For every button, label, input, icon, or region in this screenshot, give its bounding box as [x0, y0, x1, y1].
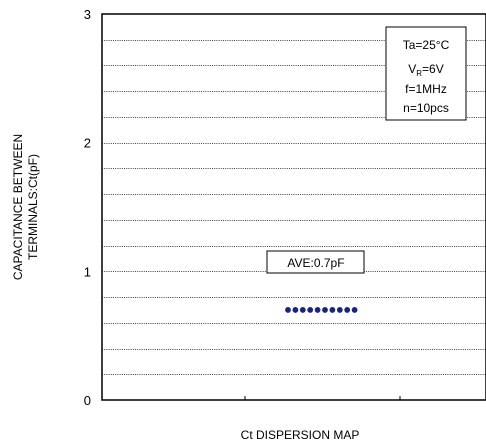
data-point — [344, 307, 351, 313]
data-point — [285, 307, 291, 313]
y-axis-title-line-2: TERMINALS:Ct(pF) — [26, 154, 40, 260]
data-points — [285, 307, 358, 313]
average-annotation: AVE:0.7pF — [266, 250, 365, 274]
data-point — [351, 307, 358, 313]
condition-reverse-voltage: VR=6V — [408, 62, 443, 78]
y-tick-label-0: 0 — [84, 393, 91, 408]
data-point — [336, 307, 343, 313]
average-label: AVE:0.7pF — [287, 256, 344, 270]
plot-frame — [101, 13, 486, 401]
average-box — [266, 250, 365, 274]
y-axis-title-line-1: CAPACITANCE BETWEEN — [11, 134, 25, 280]
condition-sample-count: n=10pcs — [403, 101, 449, 115]
data-point — [322, 307, 328, 313]
y-tick-labels: 0 1 2 3 — [84, 7, 91, 408]
y-tick-label-2: 2 — [84, 136, 91, 151]
condition-temperature: Ta=25°C — [403, 38, 450, 52]
y-tick-label-1: 1 — [84, 264, 91, 279]
data-point — [307, 307, 314, 313]
data-point — [329, 307, 336, 313]
data-point — [314, 307, 321, 313]
data-point — [299, 307, 306, 313]
y-tick-label-3: 3 — [84, 7, 91, 22]
conditions-box: Ta=25°C VR=6V f=1MHz n=10pcs — [385, 26, 467, 121]
x-axis-title: Ct DISPERSION MAP — [241, 428, 360, 442]
condition-frequency: f=1MHz — [405, 82, 447, 96]
conditions-box-frame — [385, 26, 467, 121]
data-point — [292, 307, 299, 313]
